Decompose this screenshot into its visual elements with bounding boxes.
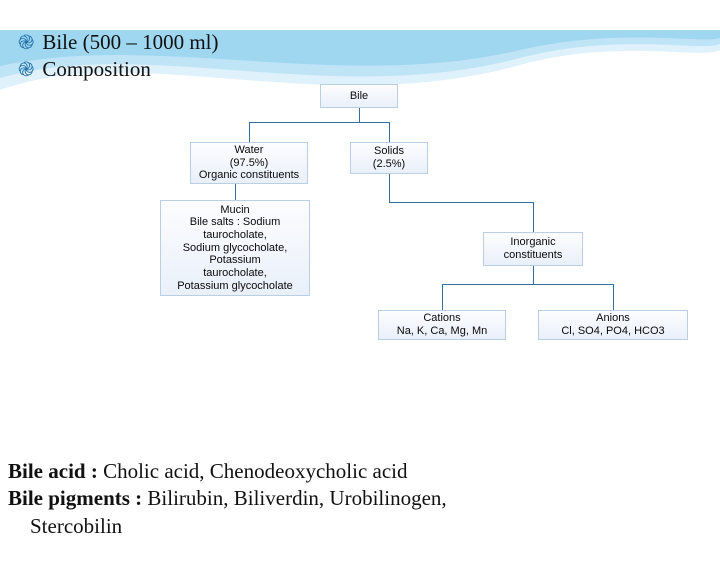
node-label: Anions Cl, SO4, PO4, HCO3	[561, 312, 664, 337]
bile-acid-value: Cholic acid, Chenodeoxycholic acid	[103, 459, 407, 483]
node-inorganic: Inorganic constituents	[483, 232, 583, 266]
node-mucin: Mucin Bile salts : Sodium taurocholate, …	[160, 200, 310, 296]
connector	[533, 202, 534, 232]
node-cations: Cations Na, K, Ca, Mg, Mn	[378, 310, 506, 340]
bile-acid-label: Bile acid :	[8, 459, 103, 483]
bullet-icon: ֎	[18, 60, 34, 80]
node-label: Mucin Bile salts : Sodium taurocholate, …	[177, 204, 293, 292]
connector	[442, 284, 443, 310]
node-label: Solids (2.5%)	[373, 145, 405, 170]
node-label: Cations Na, K, Ca, Mg, Mn	[397, 312, 487, 337]
node-bile: Bile	[320, 84, 398, 108]
connector	[249, 122, 250, 142]
node-label: Bile	[350, 90, 368, 103]
header-line-1: ֎ Bile (500 – 1000 ml)	[0, 30, 720, 55]
connector	[533, 266, 534, 284]
bile-pigments-value-b: Stercobilin	[8, 513, 712, 540]
node-label: Water (97.5%) Organic constituents	[199, 144, 299, 182]
connector	[389, 122, 390, 142]
connector	[389, 174, 390, 202]
footer-text: Bile acid : Cholic acid, Chenodeoxycholi…	[8, 458, 712, 540]
org-chart: Bile Water (97.5%) Organic constituents …	[130, 72, 700, 402]
connector	[442, 284, 613, 285]
node-water: Water (97.5%) Organic constituents	[190, 142, 308, 184]
bile-pigments-value-a: Bilirubin, Biliverdin, Urobilinogen,	[147, 486, 446, 510]
bile-pigments-label: Bile pigments :	[8, 486, 147, 510]
node-anions: Anions Cl, SO4, PO4, HCO3	[538, 310, 688, 340]
bullet-icon: ֎	[18, 33, 34, 53]
connector	[249, 122, 389, 123]
connector	[359, 108, 360, 122]
node-label: Inorganic constituents	[504, 236, 563, 261]
node-solids: Solids (2.5%)	[350, 142, 428, 174]
connector	[235, 184, 236, 200]
connector	[613, 284, 614, 310]
connector	[389, 202, 533, 203]
header-text-1: Bile (500 – 1000 ml)	[42, 30, 218, 55]
